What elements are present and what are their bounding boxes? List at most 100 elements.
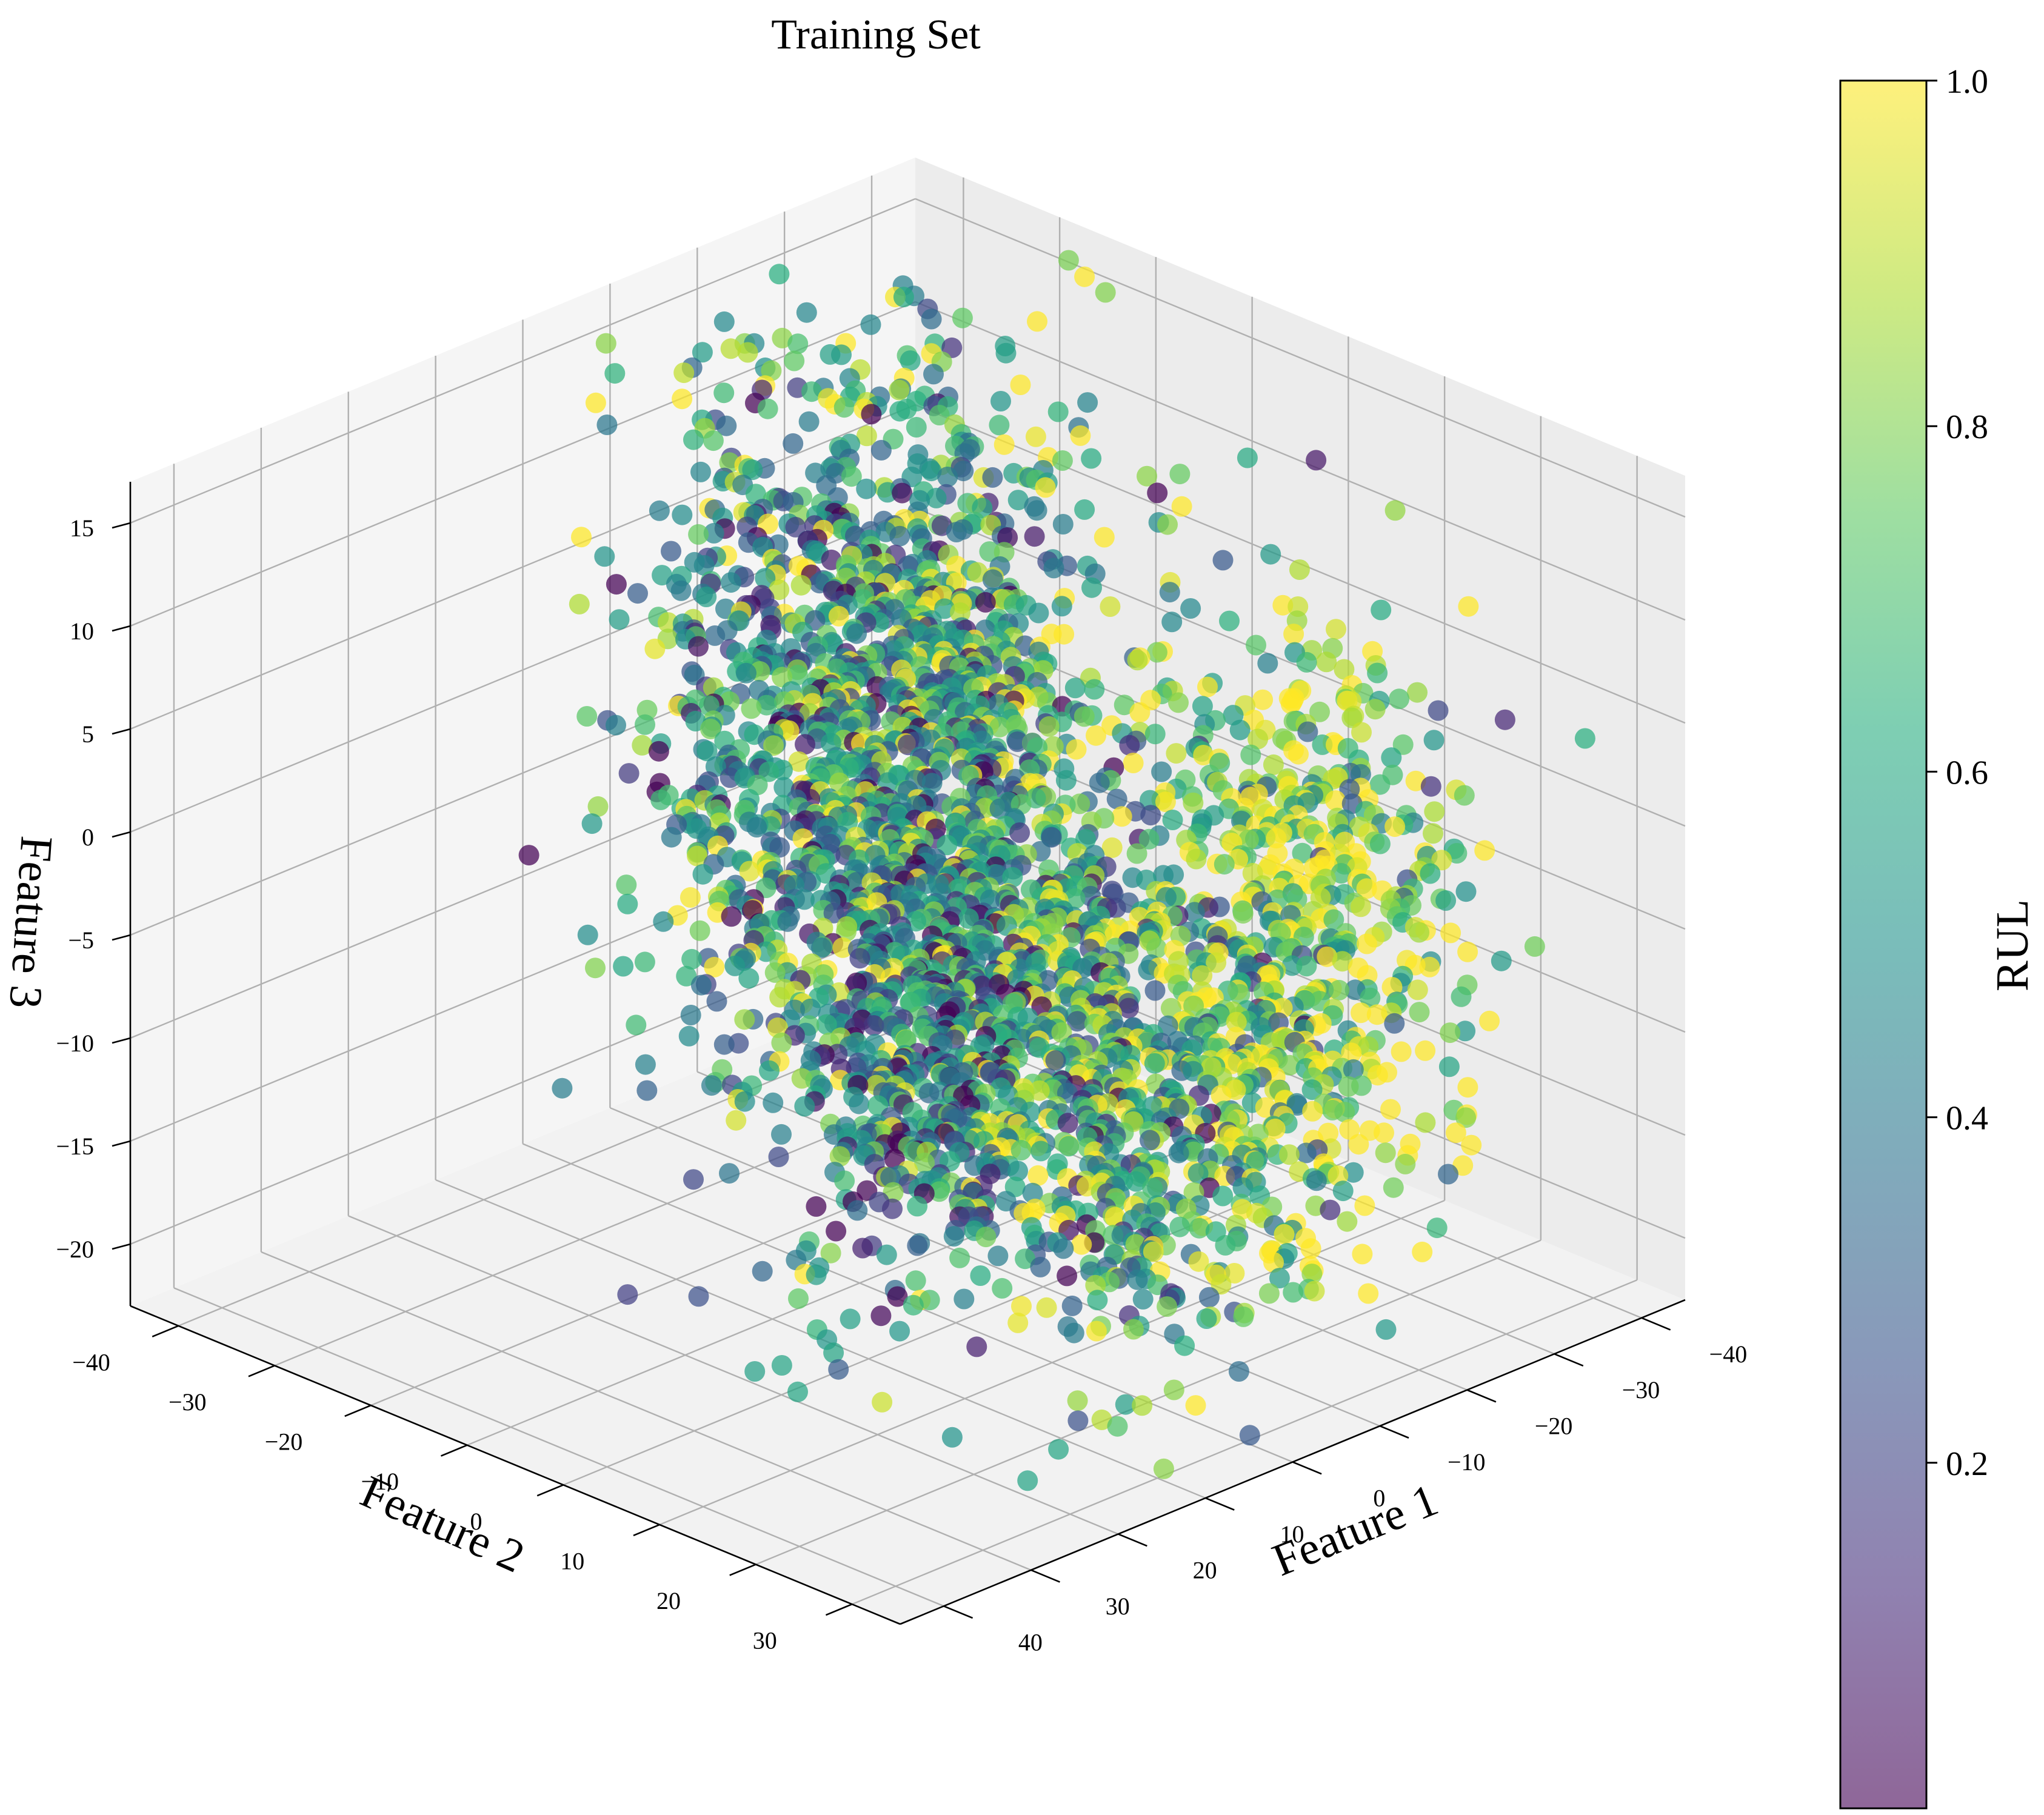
data-point [752, 1261, 773, 1282]
data-point [1048, 1439, 1069, 1460]
data-point [863, 1015, 884, 1036]
chart-title: Training Set [771, 12, 981, 58]
data-point [1292, 842, 1313, 864]
data-point [1419, 956, 1440, 977]
data-point [1237, 447, 1258, 468]
data-point [700, 718, 721, 739]
data-point [870, 1305, 892, 1327]
data-point [721, 906, 742, 927]
data-point [1107, 1416, 1128, 1437]
data-point [635, 1054, 656, 1075]
data-point [1027, 1165, 1049, 1186]
colorbar-frame [1839, 79, 1928, 1810]
data-point [1412, 1241, 1433, 1262]
y-tick-label: −10 [361, 1468, 399, 1495]
data-point [953, 461, 974, 482]
data-point [1445, 1122, 1466, 1144]
data-point [1356, 933, 1377, 954]
data-point [831, 344, 852, 365]
data-point [1228, 1361, 1249, 1382]
data-point [1162, 810, 1183, 830]
data-point [1420, 863, 1441, 884]
data-point [1438, 1056, 1460, 1077]
data-point [1114, 694, 1135, 716]
data-point [1263, 1252, 1284, 1273]
z-tick [112, 1037, 131, 1044]
data-point [849, 1093, 870, 1114]
data-point [1380, 1099, 1401, 1120]
data-point [806, 1264, 827, 1285]
z-tick-label: 5 [82, 721, 94, 748]
data-point [794, 1096, 815, 1117]
data-point [604, 363, 626, 384]
data-point [1415, 1112, 1436, 1133]
data-point [1140, 790, 1160, 811]
data-point [1337, 1211, 1358, 1232]
data-point [1211, 1085, 1232, 1106]
data-point [1087, 1290, 1108, 1311]
data-point [769, 987, 790, 1008]
data-point [1395, 1153, 1416, 1174]
data-point [958, 908, 979, 929]
z-grid-wall-x [130, 198, 916, 524]
x-axis-label: Feature 1 [1266, 1474, 1445, 1587]
data-point [1440, 1022, 1461, 1044]
x-tick-label: −30 [1622, 1376, 1660, 1404]
data-point [649, 500, 670, 521]
data-point [1089, 772, 1110, 793]
data-point [773, 777, 795, 798]
z-tick [112, 831, 131, 838]
data-point [784, 350, 805, 371]
data-point [518, 845, 539, 866]
data-point [755, 568, 776, 589]
data-point [683, 1169, 704, 1190]
data-point [1304, 1280, 1325, 1302]
data-point [876, 1244, 897, 1265]
data-point [1274, 1224, 1295, 1245]
data-point [946, 522, 967, 542]
data-point [994, 434, 1015, 455]
colorbar: 0.2 0.4 0.6 0.8 1.0 RUL [1839, 63, 2038, 1810]
data-point [688, 524, 709, 545]
scatter-points [518, 250, 1595, 1491]
data-point [1260, 544, 1281, 565]
data-point [1057, 1265, 1078, 1287]
z-axis-label: Feature 3 [0, 834, 62, 1010]
z-tick [112, 728, 131, 735]
data-point [1371, 599, 1392, 621]
data-point [1189, 1217, 1210, 1239]
data-point [696, 587, 717, 607]
data-point [1091, 1409, 1112, 1430]
data-point [1212, 550, 1234, 571]
data-point [1051, 596, 1072, 617]
data-point [992, 1277, 1013, 1299]
data-point [921, 461, 942, 482]
data-point [846, 623, 867, 644]
svg-text:RUL: RUL [1987, 899, 2038, 991]
data-point [975, 1227, 997, 1248]
data-point [1329, 979, 1349, 1001]
data-point [1428, 700, 1449, 721]
data-point [1095, 282, 1116, 303]
data-point [870, 439, 892, 461]
data-point [772, 327, 793, 348]
data-point [670, 580, 692, 601]
data-point [1054, 624, 1075, 645]
data-point [1306, 450, 1327, 471]
data-point [1027, 311, 1047, 332]
data-point [989, 798, 1010, 819]
data-point [1281, 955, 1303, 976]
data-point [856, 478, 877, 499]
data-point [613, 956, 634, 977]
data-point [990, 391, 1011, 411]
data-point [690, 974, 712, 996]
z-tick-label: −5 [68, 927, 94, 954]
data-point [1094, 527, 1115, 548]
data-point [617, 1284, 638, 1305]
data-point [634, 951, 655, 973]
data-point [1206, 952, 1227, 973]
data-point [1007, 731, 1028, 752]
data-point [1334, 1102, 1355, 1122]
data-point [1457, 1077, 1478, 1098]
data-point [889, 379, 910, 401]
